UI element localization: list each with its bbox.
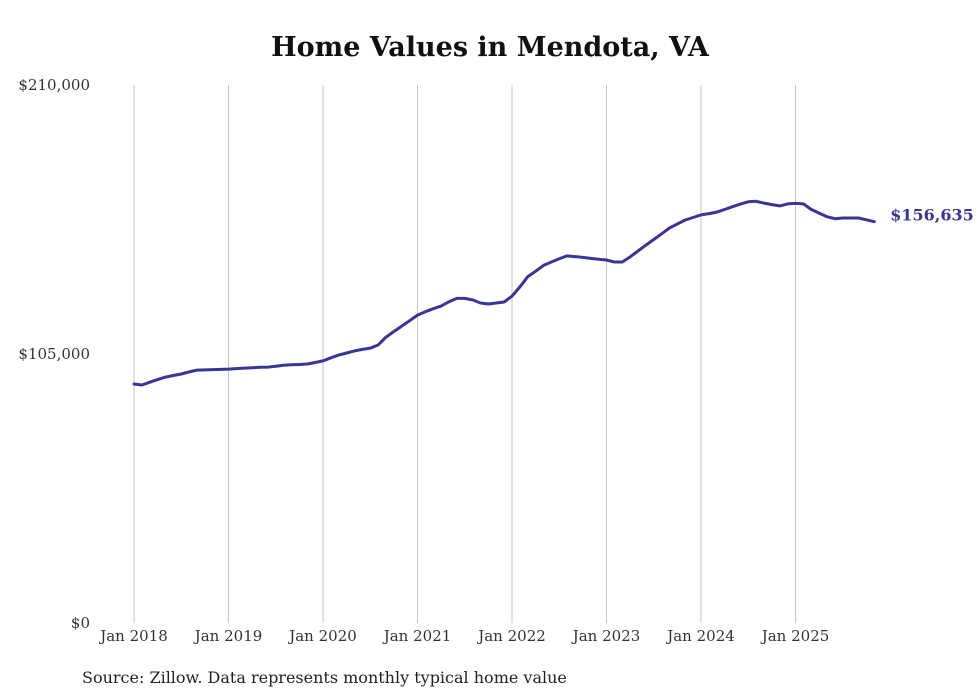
x-tick-label: Jan 2022	[476, 627, 546, 645]
x-tick-label: Jan 2025	[760, 627, 830, 645]
x-tick-label: Jan 2020	[287, 627, 357, 645]
y-tick-label: $0	[71, 614, 90, 632]
series-line	[132, 199, 876, 387]
x-tick-label: Jan 2024	[665, 627, 735, 645]
x-tick-label: Jan 2021	[382, 627, 452, 645]
x-tick-label: Jan 2018	[98, 627, 168, 645]
x-tick-label: Jan 2023	[571, 627, 641, 645]
y-tick-label: $105,000	[18, 345, 90, 363]
chart-title: Home Values in Mendota, VA	[271, 32, 709, 63]
x-tick-label: Jan 2019	[193, 627, 263, 645]
y-tick-label: $210,000	[18, 76, 90, 94]
source-note: Source: Zillow. Data represents monthly …	[82, 668, 567, 687]
end-value-label: $156,635	[890, 206, 974, 225]
